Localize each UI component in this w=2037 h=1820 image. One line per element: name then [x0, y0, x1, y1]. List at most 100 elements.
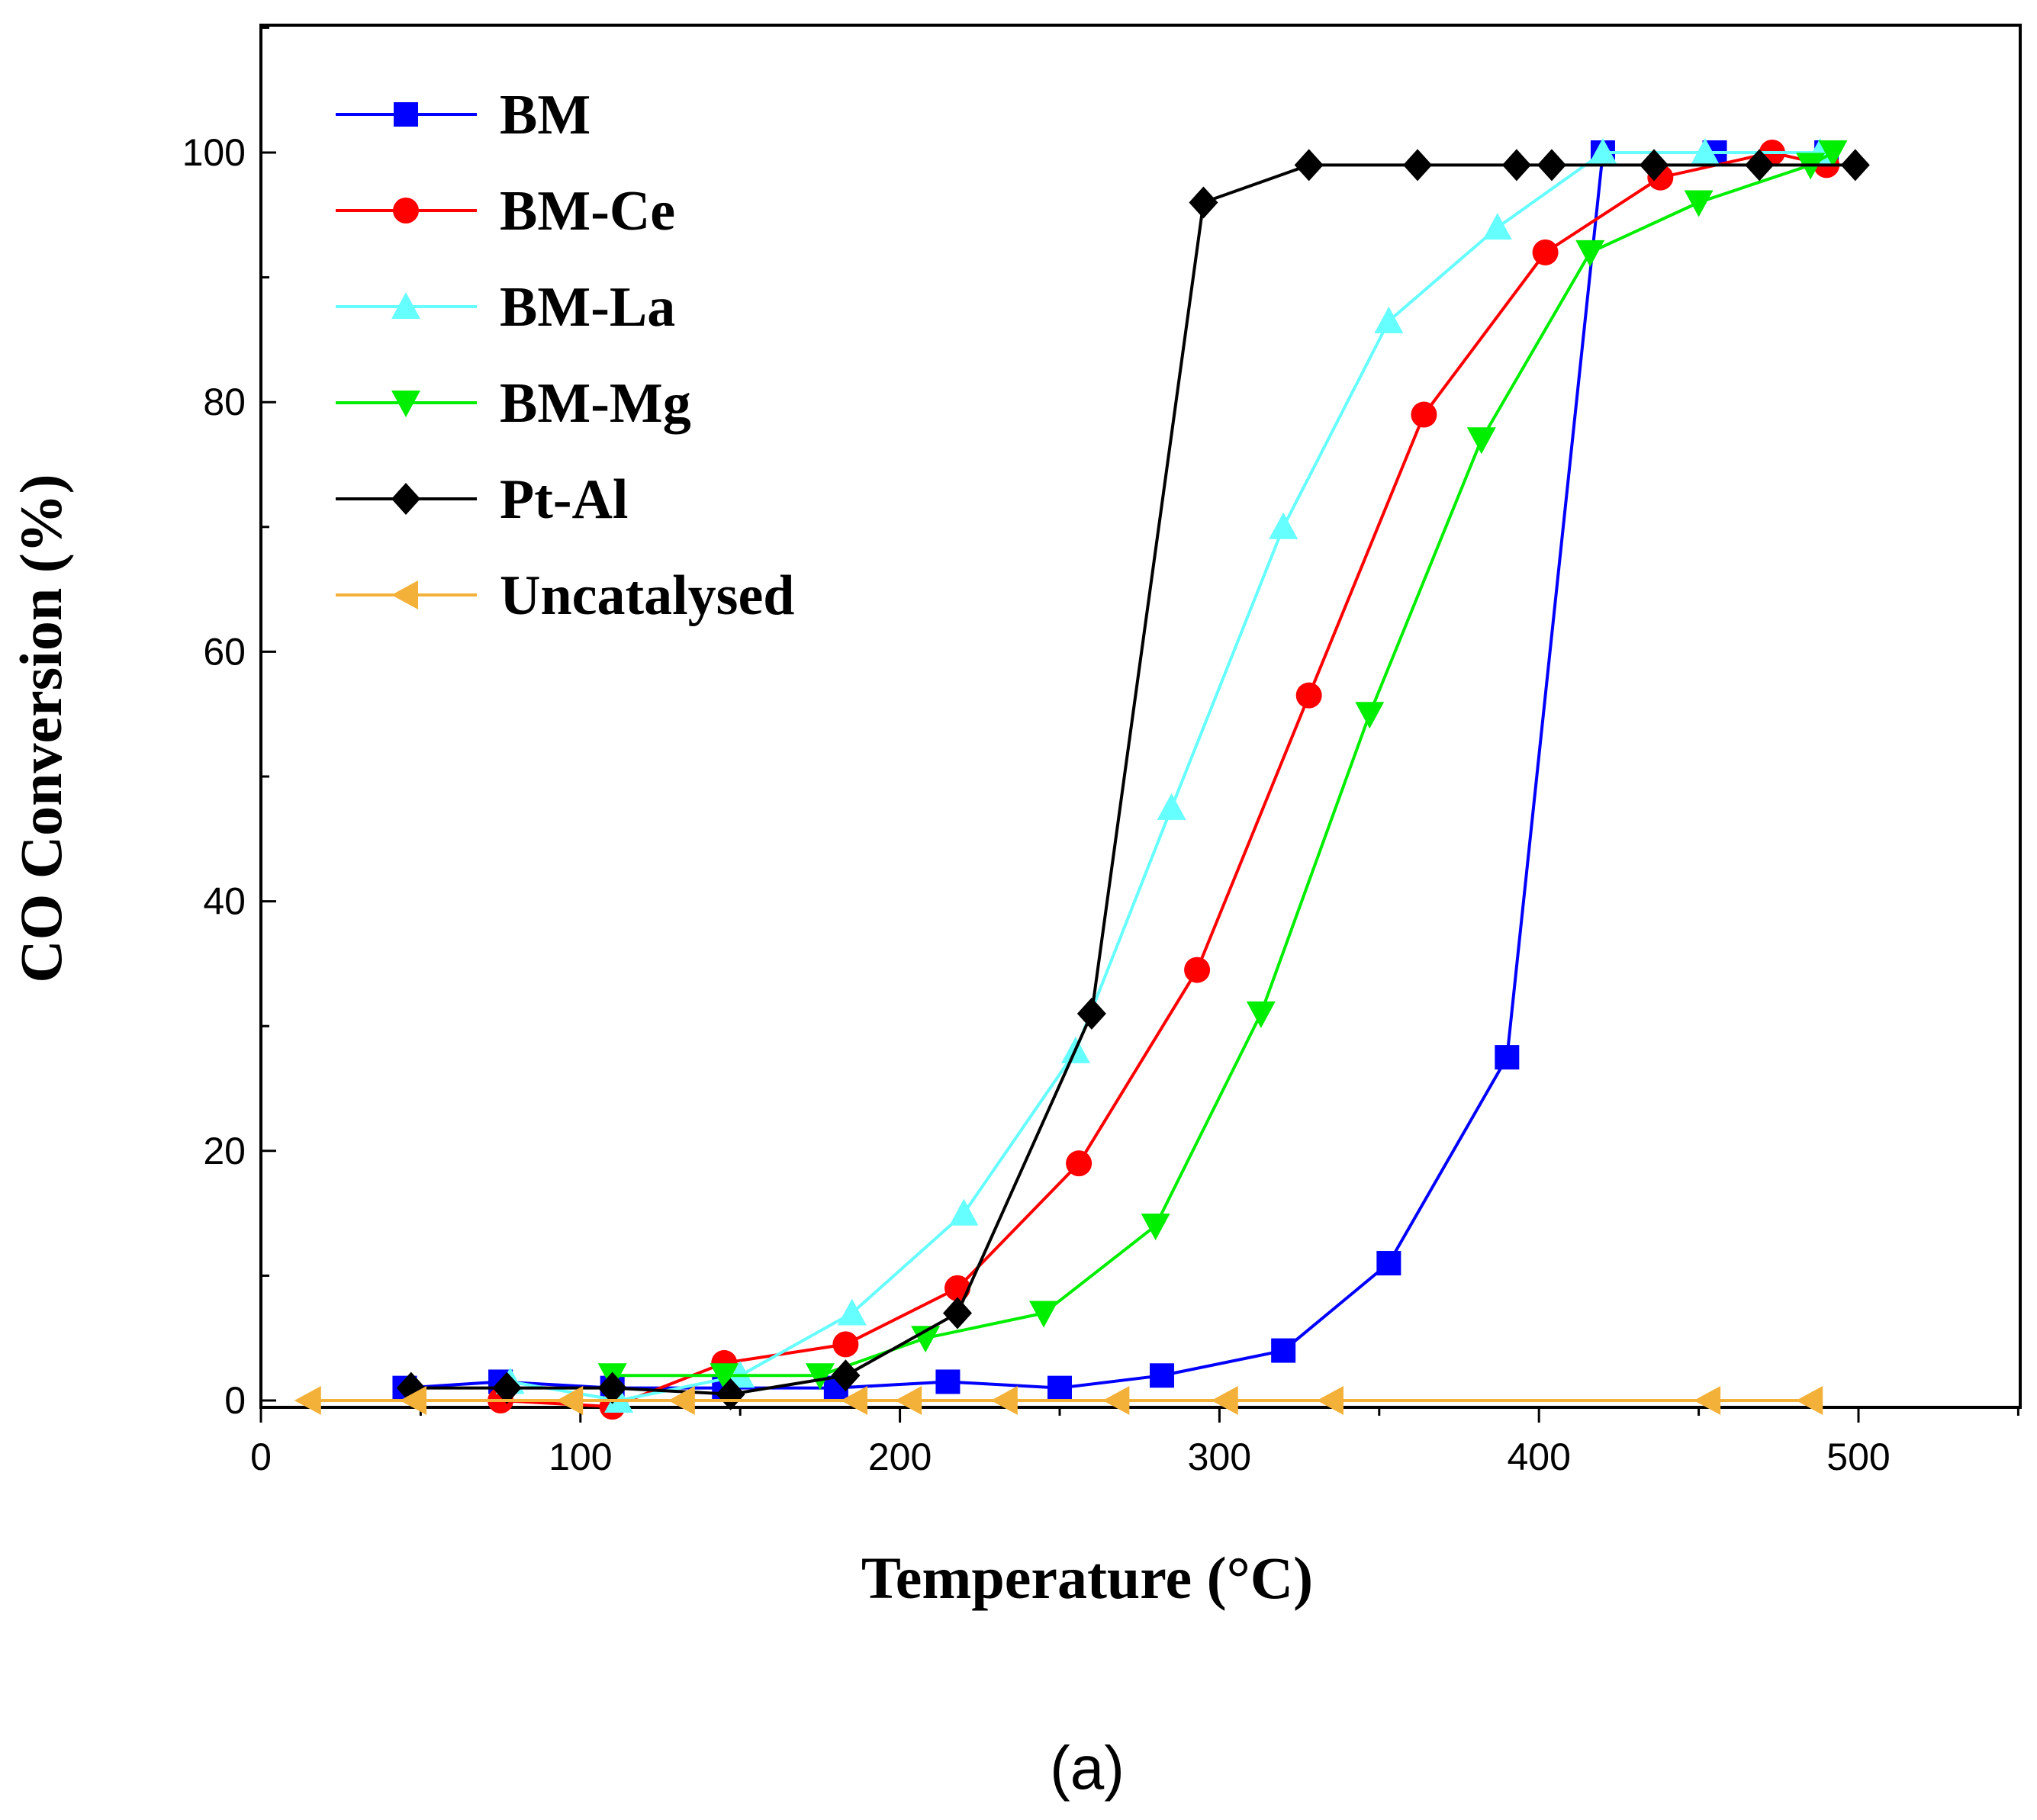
series-line-bm-la: [510, 151, 1820, 1403]
data-point-pt-al: [1840, 149, 1870, 182]
legend-label: BM-Mg: [500, 372, 691, 435]
data-point-bm-la: [949, 1198, 979, 1226]
data-point-uncatalysed: [990, 1386, 1018, 1415]
y-tick-label: 0: [224, 1379, 246, 1422]
legend: BM BM-Ce BM-La BM-Mg Pt-Al Uncatalysed: [336, 84, 794, 627]
data-point-bm-la: [1157, 793, 1186, 820]
data-point-uncatalysed: [294, 1386, 321, 1415]
legend-marker: [391, 391, 420, 417]
data-point-uncatalysed: [1316, 1386, 1344, 1415]
y-axis-title: CO Conversion (%): [8, 474, 74, 982]
data-point-uncatalysed: [1102, 1386, 1130, 1415]
data-point-uncatalysed: [668, 1386, 695, 1415]
data-point-bm-mg: [1575, 240, 1605, 267]
data-point-bm-ce: [1411, 401, 1437, 428]
data-point-bm-mg: [1466, 427, 1496, 455]
data-point-bm: [1150, 1363, 1175, 1388]
data-point-bm: [1376, 1251, 1401, 1276]
data-point-bm-la: [1269, 512, 1298, 539]
series-bm-ce: [488, 140, 1840, 1420]
plot-frame: [259, 24, 2022, 1409]
legend-label: BM: [500, 84, 591, 146]
legend-item-bm-ce: BM-Ce: [336, 180, 675, 243]
data-point-bm-ce: [944, 1275, 970, 1301]
x-tick-label: 200: [868, 1436, 932, 1478]
legend-item-bm-la: BM-La: [336, 276, 675, 339]
data-point-bm: [1495, 1045, 1520, 1070]
series-bm-mg: [597, 140, 1848, 1391]
y-tick-label: 20: [203, 1130, 246, 1172]
data-point-pt-al: [1501, 149, 1531, 182]
data-point-bm-ce: [1066, 1150, 1093, 1177]
series-pt-al: [396, 149, 1870, 1410]
data-point-uncatalysed: [400, 1386, 427, 1415]
data-point-bm-mg: [805, 1363, 835, 1391]
data-point-bm-mg: [1141, 1213, 1170, 1240]
x-tick-label: 300: [1188, 1436, 1251, 1478]
x-tick-label: 500: [1826, 1436, 1890, 1478]
legend-marker: [391, 292, 420, 319]
axis-ticks: 0 100 200 300 400 500 0 20 40 60 80 100: [182, 26, 2019, 1478]
series-line-pt-al: [410, 163, 1855, 1396]
series-line-bm-mg: [612, 151, 1834, 1378]
series-layer: [294, 138, 1870, 1420]
data-point-bm-mg: [1246, 1001, 1276, 1028]
legend-marker: [391, 580, 418, 609]
data-point-bm-ce: [1532, 239, 1559, 265]
data-point-uncatalysed: [1211, 1386, 1238, 1415]
data-point-bm: [935, 1369, 961, 1394]
y-tick-label: 100: [182, 131, 246, 174]
y-tick-label: 60: [203, 630, 246, 673]
y-tick-label: 40: [203, 880, 246, 923]
data-point-pt-al: [1537, 149, 1566, 182]
legend-item-bm: BM: [336, 84, 591, 146]
data-point-uncatalysed: [1694, 1386, 1721, 1415]
legend-label: Pt-Al: [500, 468, 629, 531]
data-point-bm-mg: [1818, 140, 1848, 167]
legend-item-uncatalysed: Uncatalysed: [336, 564, 794, 627]
y-tick-label: 80: [203, 381, 246, 423]
legend-marker: [393, 198, 419, 223]
data-point-bm-mg: [1684, 190, 1714, 217]
data-point-bm-mg: [1029, 1301, 1059, 1328]
legend-item-bm-mg: BM-Mg: [336, 372, 691, 435]
series-uncatalysed: [294, 1386, 1823, 1415]
legend-label: BM-Ce: [500, 180, 675, 243]
figure-caption: (a): [1050, 1734, 1125, 1802]
data-point-bm-la: [1482, 213, 1512, 240]
data-point-bm-mg: [710, 1363, 739, 1391]
legend-label: BM-La: [500, 276, 675, 339]
data-point-bm-ce: [832, 1331, 859, 1358]
data-point-uncatalysed: [556, 1386, 584, 1415]
data-point-bm-la: [1374, 306, 1404, 333]
data-point-bm-la: [837, 1298, 867, 1326]
data-point-bm-ce: [1184, 957, 1211, 983]
x-tick-label: 100: [549, 1436, 612, 1478]
data-point-uncatalysed: [895, 1386, 922, 1415]
data-point-pt-al: [716, 1378, 745, 1410]
data-point-pt-al: [1639, 149, 1669, 182]
data-point-pt-al: [942, 1297, 972, 1330]
legend-marker: [394, 102, 418, 127]
data-point-pt-al: [1189, 186, 1218, 219]
data-point-uncatalysed: [1796, 1386, 1823, 1415]
x-tick-label: 400: [1507, 1436, 1570, 1478]
x-tick-label: 0: [250, 1436, 272, 1478]
data-point-bm-la: [1588, 138, 1617, 165]
data-point-pt-al: [597, 1371, 627, 1404]
data-point-pt-al: [1294, 149, 1324, 182]
data-point-bm-mg: [911, 1326, 941, 1353]
data-point-pt-al: [492, 1371, 522, 1404]
data-point-bm-mg: [1355, 702, 1385, 729]
data-point-pt-al: [831, 1359, 861, 1392]
legend-item-pt-al: Pt-Al: [336, 468, 629, 531]
legend-label: Uncatalysed: [500, 564, 794, 627]
data-point-pt-al: [1745, 149, 1775, 182]
data-point-bm-la: [1690, 138, 1720, 165]
data-point-pt-al: [1076, 997, 1106, 1030]
legend-marker: [391, 483, 420, 515]
data-point-bm-ce: [1295, 682, 1322, 709]
data-point-bm: [1047, 1375, 1072, 1400]
data-point-uncatalysed: [840, 1386, 867, 1415]
